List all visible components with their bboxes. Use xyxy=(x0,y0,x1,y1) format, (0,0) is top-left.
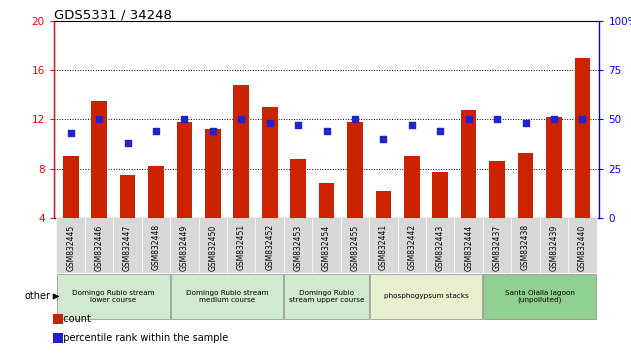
Text: GSM832444: GSM832444 xyxy=(464,224,473,270)
Text: GSM832452: GSM832452 xyxy=(265,224,274,270)
Text: GSM832447: GSM832447 xyxy=(123,224,132,270)
Point xyxy=(407,122,417,128)
Point xyxy=(66,130,76,136)
Point xyxy=(492,116,502,122)
Text: GSM832438: GSM832438 xyxy=(521,224,530,270)
Text: GSM832443: GSM832443 xyxy=(436,224,445,270)
Point xyxy=(577,116,587,122)
Bar xyxy=(461,110,476,218)
Point xyxy=(151,129,161,134)
Bar xyxy=(205,129,221,218)
Bar xyxy=(432,172,448,218)
Bar xyxy=(426,218,454,273)
Bar xyxy=(398,218,426,273)
Bar xyxy=(517,153,533,218)
Point xyxy=(379,136,389,142)
Point xyxy=(350,116,360,122)
Bar xyxy=(284,218,312,273)
Bar xyxy=(262,107,278,218)
Bar xyxy=(256,218,284,273)
Bar xyxy=(319,183,334,218)
Text: percentile rank within the sample: percentile rank within the sample xyxy=(57,333,228,343)
Bar xyxy=(290,159,306,218)
Point xyxy=(236,116,246,122)
Bar xyxy=(454,218,483,273)
Point xyxy=(464,116,474,122)
Bar xyxy=(177,122,192,218)
Bar xyxy=(568,218,596,273)
Bar xyxy=(483,274,596,319)
Bar xyxy=(375,191,391,218)
Point xyxy=(293,122,303,128)
Point xyxy=(264,121,274,126)
Text: GSM832455: GSM832455 xyxy=(350,224,360,270)
Bar xyxy=(312,218,341,273)
Text: GSM832448: GSM832448 xyxy=(151,224,160,270)
Text: GSM832437: GSM832437 xyxy=(493,224,502,270)
Point xyxy=(435,129,445,134)
Point xyxy=(94,116,104,122)
Bar xyxy=(171,274,283,319)
Text: GSM832445: GSM832445 xyxy=(66,224,75,270)
Text: GSM832441: GSM832441 xyxy=(379,224,388,270)
Bar xyxy=(341,218,369,273)
Bar xyxy=(489,161,505,218)
Text: GSM832451: GSM832451 xyxy=(237,224,245,270)
Text: GSM832440: GSM832440 xyxy=(578,224,587,270)
Bar xyxy=(511,218,540,273)
Bar xyxy=(91,101,107,218)
Bar xyxy=(148,166,164,218)
Bar xyxy=(404,156,420,218)
Bar xyxy=(546,117,562,218)
Bar xyxy=(575,58,590,218)
Bar xyxy=(120,175,136,218)
Text: GDS5331 / 34248: GDS5331 / 34248 xyxy=(54,9,172,22)
Text: GSM832449: GSM832449 xyxy=(180,224,189,270)
Point xyxy=(521,121,531,126)
Bar xyxy=(233,85,249,218)
Text: GSM832439: GSM832439 xyxy=(550,224,558,270)
Bar xyxy=(540,218,568,273)
Text: other: other xyxy=(25,291,50,302)
Text: count: count xyxy=(57,314,91,324)
Text: GSM832453: GSM832453 xyxy=(293,224,303,270)
Text: Santa Olalla lagoon
(unpolluted): Santa Olalla lagoon (unpolluted) xyxy=(505,290,575,303)
Bar xyxy=(199,218,227,273)
Text: Domingo Rubio
stream upper course: Domingo Rubio stream upper course xyxy=(289,290,364,303)
Bar xyxy=(227,218,256,273)
Point xyxy=(549,116,559,122)
Point xyxy=(179,116,189,122)
Point xyxy=(321,129,332,134)
Text: Domingo Rubio stream
medium course: Domingo Rubio stream medium course xyxy=(186,290,268,303)
Bar xyxy=(142,218,170,273)
Text: Domingo Rubio stream
lower course: Domingo Rubio stream lower course xyxy=(72,290,155,303)
Bar xyxy=(370,274,482,319)
Bar xyxy=(57,274,170,319)
Bar xyxy=(285,274,369,319)
Bar xyxy=(347,122,363,218)
Text: GSM832442: GSM832442 xyxy=(408,224,416,270)
Bar xyxy=(114,218,142,273)
Bar xyxy=(85,218,114,273)
Bar xyxy=(57,218,85,273)
Bar xyxy=(369,218,398,273)
Text: GSM832446: GSM832446 xyxy=(95,224,103,270)
Point xyxy=(208,129,218,134)
Text: GSM832454: GSM832454 xyxy=(322,224,331,270)
Point xyxy=(122,140,133,146)
Bar xyxy=(483,218,511,273)
Text: phosphogypsum stacks: phosphogypsum stacks xyxy=(384,293,468,299)
Bar xyxy=(170,218,199,273)
Text: GSM832450: GSM832450 xyxy=(208,224,217,270)
Bar xyxy=(63,156,78,218)
